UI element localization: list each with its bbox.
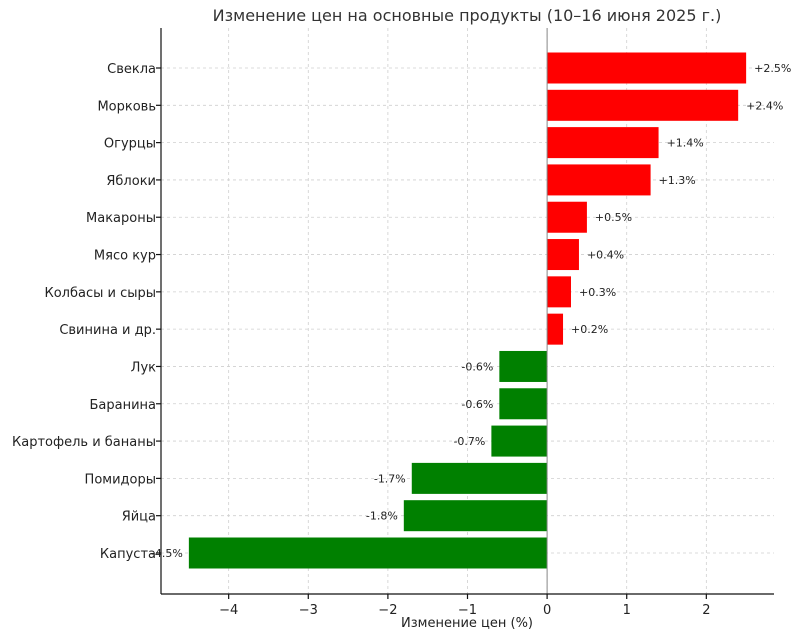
bar [547,276,571,308]
x-tick-label: −4 [219,603,238,618]
bar [547,164,651,196]
bar [547,127,659,159]
data-label: +1.4% [667,137,704,150]
data-label: -0.7% [453,435,485,448]
category-label: Яйца [122,510,156,525]
category-label: Помидоры [85,472,156,487]
data-label: +1.3% [659,174,696,187]
bar [188,537,548,569]
x-tick-label: 2 [702,603,710,618]
category-label: Капуста [100,547,156,562]
category-label: Свинина и др. [59,323,156,338]
x-tick-label: −1 [458,603,477,618]
bar [547,89,739,121]
category-label: Свекла [107,62,156,77]
bar [491,425,548,457]
category-label: Макароны [86,211,156,226]
category-label: Колбасы и сыры [44,286,156,301]
bar [499,350,548,382]
bars [188,28,747,594]
category-label: Картофель и бананы [12,435,156,450]
category-label: Огурцы [104,137,156,152]
bar [547,52,747,84]
category-label: Мясо кур [94,249,156,264]
data-label: -0.6% [461,398,493,411]
data-label: +2.5% [754,62,791,75]
x-tick-label: 1 [623,603,631,618]
labels: Свекла Морковь Огурцы Яблоки Макароны Мясо ку… [12,62,791,618]
bar [547,239,579,271]
data-label: -0.6% [461,360,493,373]
bar [547,201,587,233]
category-label: Баранина [89,398,156,413]
data-label: +2.4% [746,99,783,112]
data-label: -4.5% [151,547,183,560]
data-label: -1.8% [366,510,398,523]
data-label: -1.7% [374,472,406,485]
x-axis-label: Изменение цен (%) [401,616,533,631]
bar [403,500,548,532]
bar [499,388,548,420]
data-label: +0.3% [579,286,616,299]
category-label: Яблоки [106,174,156,189]
bar [547,313,564,345]
data-label: +0.5% [595,211,632,224]
x-tick-label: −3 [299,603,318,618]
category-label: Морковь [97,99,156,114]
data-label: +0.4% [587,249,624,262]
category-label: Лук [131,360,156,375]
x-tick-label: 0 [543,603,551,618]
bar [411,462,548,494]
data-label: +0.2% [571,323,608,336]
x-tick-label: −2 [378,603,397,618]
chart-title: Изменение цен на основные продукты (10–1… [213,6,722,25]
